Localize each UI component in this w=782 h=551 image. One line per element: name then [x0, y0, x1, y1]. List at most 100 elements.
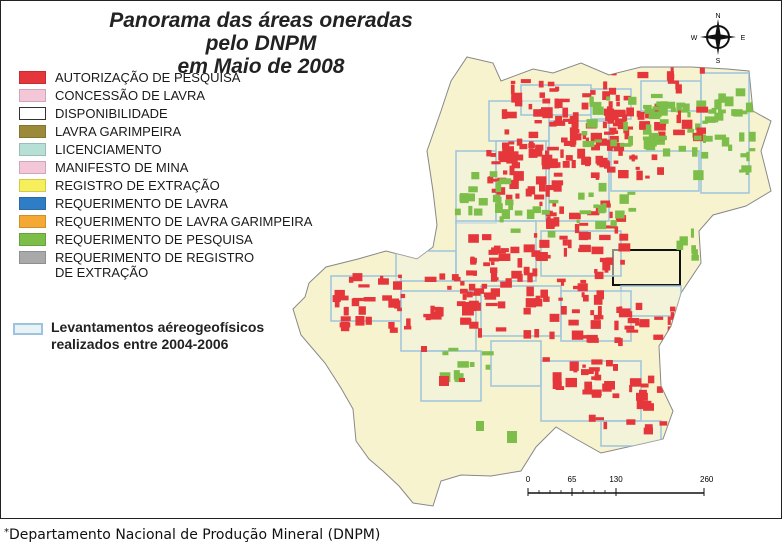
- claim-area: [559, 235, 568, 240]
- legend-swatch: [19, 161, 46, 174]
- claim-area: [583, 294, 589, 302]
- claim-area: [468, 234, 479, 243]
- legend-item: MANIFESTO DE MINA: [19, 160, 359, 178]
- claim-area: [614, 337, 621, 343]
- claim-area: [462, 293, 467, 300]
- claim-area: [528, 148, 538, 158]
- claim-area: [388, 322, 395, 329]
- claim-area: [618, 170, 629, 179]
- claim-area: [639, 389, 647, 394]
- legend-label: CONCESSÃO DE LAVRA: [55, 88, 206, 103]
- claim-area: [547, 81, 555, 87]
- claim-area: [535, 144, 544, 151]
- claim-area: [652, 106, 660, 111]
- claim-area: [609, 87, 617, 95]
- claim-area: [508, 204, 513, 211]
- claim-area: [609, 127, 617, 132]
- claim-area: [431, 311, 441, 316]
- claim-area: [581, 102, 589, 110]
- claim-area: [533, 233, 538, 238]
- claim-area: [464, 302, 477, 312]
- claim-area: [581, 232, 591, 240]
- claim-area: [602, 121, 607, 129]
- claim-area: [577, 283, 588, 292]
- claim-area: [502, 146, 514, 157]
- claim-area: [470, 260, 477, 265]
- claim-area: [502, 142, 510, 149]
- claim-area: [569, 115, 579, 122]
- claim-area: [692, 147, 698, 157]
- claim-area: [469, 362, 475, 367]
- claim-area: [603, 108, 615, 116]
- claim-area: [673, 129, 685, 136]
- legend-swatch: [19, 179, 46, 192]
- claim-area: [382, 295, 392, 301]
- claim-area: [695, 123, 701, 131]
- claim-area: [559, 206, 564, 214]
- claim-area: [355, 316, 365, 326]
- claim-area: [622, 110, 626, 116]
- legend-swatch: [19, 251, 46, 264]
- claim-area: [623, 95, 631, 101]
- claim-area: [693, 170, 704, 181]
- claim-area: [643, 104, 652, 109]
- claim-area: [343, 306, 349, 316]
- claim-area: [701, 151, 709, 159]
- claim-area: [612, 393, 620, 399]
- claim-area: [505, 278, 512, 285]
- claim-area: [511, 92, 523, 100]
- claim-area: [571, 330, 584, 340]
- claim-area: [740, 110, 748, 115]
- claim-area: [535, 176, 547, 185]
- claim-area: [528, 143, 535, 149]
- claim-area: [332, 295, 341, 303]
- claim-area: [514, 210, 523, 216]
- claim-area: [676, 114, 681, 124]
- claim-area: [542, 114, 553, 119]
- claim-area: [488, 249, 499, 255]
- claim-area: [439, 376, 449, 386]
- claim-area: [530, 298, 543, 307]
- legend-swatch: [19, 89, 46, 102]
- legend-swatch: [19, 197, 46, 210]
- claim-area: [619, 143, 632, 147]
- claim-area: [604, 131, 615, 135]
- claim-area: [618, 308, 631, 318]
- claim-area: [492, 194, 501, 203]
- claim-area: [635, 166, 640, 170]
- claim-area: [486, 150, 492, 157]
- claim-area: [517, 258, 523, 268]
- legend-item: REQUERIMENTO DE REGISTRO DE EXTRAÇÃO: [19, 250, 359, 280]
- claim-area: [499, 178, 512, 185]
- claim-area: [602, 383, 612, 392]
- claim-area: [503, 170, 508, 175]
- claim-area: [555, 115, 562, 125]
- claim-area: [654, 122, 666, 131]
- claim-area: [468, 186, 478, 193]
- claim-area: [509, 179, 519, 189]
- claim-area: [678, 110, 681, 118]
- claim-area: [735, 88, 746, 97]
- claim-area: [627, 191, 636, 195]
- legend-label: REGISTRO DE EXTRAÇÃO: [55, 178, 220, 193]
- claim-area: [619, 194, 629, 204]
- claim-area: [645, 124, 652, 133]
- claim-area: [397, 307, 402, 312]
- claim-area: [649, 141, 657, 147]
- claim-area: [670, 306, 676, 312]
- scale-label: 65: [568, 475, 577, 484]
- legend-swatch: [19, 125, 46, 138]
- legend-swatch: [19, 107, 46, 120]
- claim-area: [653, 334, 664, 340]
- claim-area: [365, 316, 372, 325]
- claim-area: [481, 283, 488, 289]
- scale-label: 0: [526, 475, 531, 484]
- claim-area: [538, 80, 544, 88]
- claim-area: [533, 109, 543, 117]
- claim-area: [553, 172, 563, 177]
- claim-area: [562, 107, 569, 118]
- scale-label: 130: [609, 475, 623, 484]
- claim-area: [534, 194, 545, 200]
- claim-area: [490, 272, 498, 282]
- claim-area: [615, 94, 620, 101]
